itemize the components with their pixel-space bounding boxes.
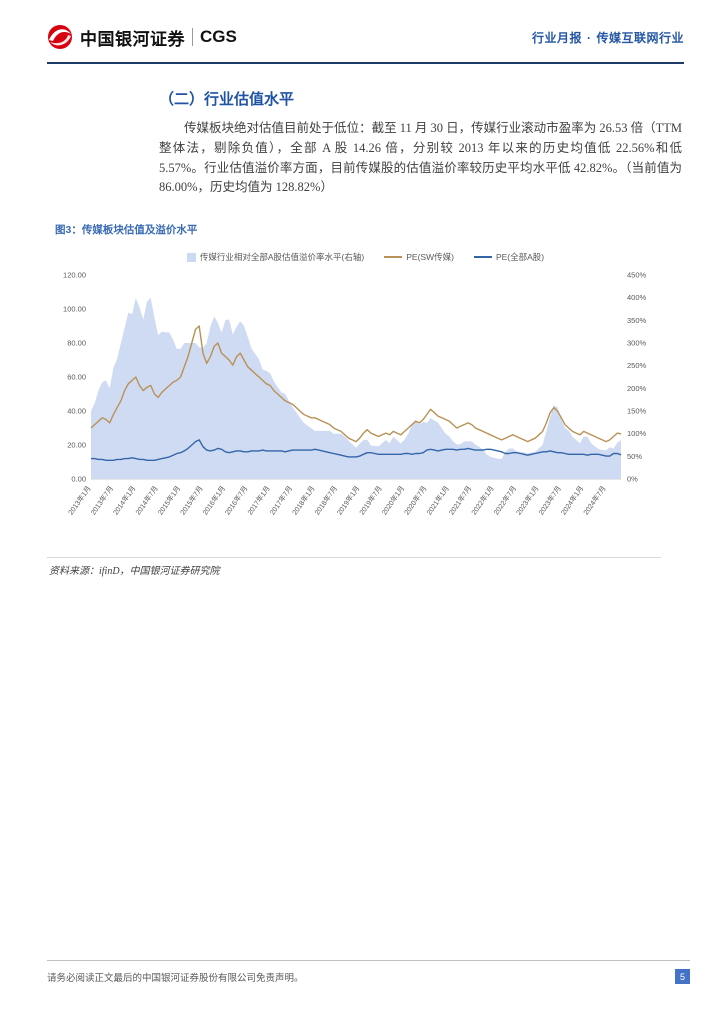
text-block: （二）行业估值水平 传媒板块绝对估值目前处于低位：截至 11 月 30 日，传媒… xyxy=(159,88,682,198)
svg-text:2017年1月: 2017年1月 xyxy=(245,484,272,517)
svg-text:200%: 200% xyxy=(627,384,647,393)
svg-text:2024年1月: 2024年1月 xyxy=(559,484,586,517)
svg-text:50%: 50% xyxy=(627,452,642,461)
svg-text:2023年7月: 2023年7月 xyxy=(536,484,563,517)
svg-text:2018年7月: 2018年7月 xyxy=(312,484,339,517)
svg-text:120.00: 120.00 xyxy=(63,271,86,280)
svg-text:150%: 150% xyxy=(627,407,647,416)
svg-text:0.00: 0.00 xyxy=(71,475,86,484)
svg-text:100%: 100% xyxy=(627,429,647,438)
svg-text:2015年1月: 2015年1月 xyxy=(156,484,183,517)
svg-text:2021年1月: 2021年1月 xyxy=(424,484,451,517)
svg-text:2019年7月: 2019年7月 xyxy=(357,484,384,517)
figure-caption: 图3：传媒板块估值及溢价水平 xyxy=(55,224,198,236)
legend-item-premium: 传媒行业相对全部A股估值溢价率水平(右轴) xyxy=(186,251,365,263)
line-swatch-icon xyxy=(473,256,492,258)
main-content: （二）行业估值水平 传媒板块绝对估值目前处于低位：截至 11 月 30 日，传媒… xyxy=(47,80,684,577)
valuation-chart: 0.00 20.00 40.00 60.00 80.00 100.00 120.00 0% 50… xyxy=(63,271,647,517)
body-paragraph: 传媒板块绝对估值目前处于低位：截至 11 月 30 日，传媒行业滚动市盈率为 2… xyxy=(159,121,682,195)
header-rule xyxy=(47,62,684,64)
svg-text:2019年1月: 2019年1月 xyxy=(335,484,362,517)
svg-text:2023年1月: 2023年1月 xyxy=(514,484,541,517)
svg-text:2018年1月: 2018年1月 xyxy=(290,484,317,517)
legend-label: 传媒行业相对全部A股估值溢价率水平(右轴) xyxy=(199,252,365,262)
page-header: 中国银河证券 CGS 行业月报 · 传媒互联网行业 xyxy=(47,24,684,50)
brand-logo: 中国银河证券 CGS xyxy=(47,24,237,50)
svg-text:2022年7月: 2022年7月 xyxy=(492,484,519,517)
page-number: 5 xyxy=(675,969,690,984)
svg-text:80.00: 80.00 xyxy=(67,339,86,348)
report-category: 行业月报 · 传媒互联网行业 xyxy=(532,29,684,46)
legend-item-pe-all-a: PE(全部A股) xyxy=(473,251,545,263)
svg-text:2014年7月: 2014年7月 xyxy=(133,484,160,517)
legend-label: PE(SW传媒) xyxy=(406,252,454,262)
brand-name-en: CGS xyxy=(200,27,237,46)
disclaimer: 请务必阅读正文最后的中国银河证券股份有限公司免责声明。 xyxy=(47,973,304,984)
svg-text:2016年1月: 2016年1月 xyxy=(200,484,227,517)
svg-text:2016年7月: 2016年7月 xyxy=(223,484,250,517)
section-title: （二）行业估值水平 xyxy=(159,92,295,108)
svg-text:300%: 300% xyxy=(627,339,647,348)
svg-text:0%: 0% xyxy=(627,475,638,484)
svg-text:20.00: 20.00 xyxy=(67,441,86,450)
svg-text:400%: 400% xyxy=(627,293,647,302)
svg-text:2021年7月: 2021年7月 xyxy=(447,484,474,517)
area-swatch-icon xyxy=(186,252,196,262)
page-footer: 请务必阅读正文最后的中国银河证券股份有限公司免责声明。 5 xyxy=(47,960,690,984)
svg-text:2024年7月: 2024年7月 xyxy=(581,484,608,517)
legend-item-pe-media: PE(SW传媒) xyxy=(384,251,454,263)
svg-text:2020年7月: 2020年7月 xyxy=(402,484,429,517)
figure-3: 图3：传媒板块估值及溢价水平 传媒行业相对全部A股估值溢价率水平(右轴) PE(… xyxy=(47,222,684,577)
line-swatch-icon xyxy=(384,256,403,258)
figure-source: 资料来源：ifinD，中国银河证券研究院 xyxy=(47,557,661,577)
legend-label: PE(全部A股) xyxy=(495,252,545,262)
report-industry: 传媒互联网行业 xyxy=(596,30,684,45)
brand-name-cn: 中国银河证券 xyxy=(80,29,185,49)
report-type: 行业月报 xyxy=(531,30,582,45)
svg-text:2020年1月: 2020年1月 xyxy=(380,484,407,517)
svg-text:250%: 250% xyxy=(627,361,647,370)
svg-text:2022年1月: 2022年1月 xyxy=(469,484,496,517)
svg-text:2013年1月: 2013年1月 xyxy=(66,484,93,517)
footer-rule xyxy=(47,960,690,961)
svg-text:40.00: 40.00 xyxy=(67,407,86,416)
svg-text:450%: 450% xyxy=(627,271,647,280)
svg-text:350%: 350% xyxy=(627,316,647,325)
brand-divider xyxy=(192,28,193,46)
svg-text:2014年1月: 2014年1月 xyxy=(111,484,138,517)
svg-text:100.00: 100.00 xyxy=(63,305,86,314)
svg-text:2015年7月: 2015年7月 xyxy=(178,484,205,517)
report-separator: · xyxy=(586,30,592,45)
chart-legend: 传媒行业相对全部A股估值溢价率水平(右轴) PE(SW传媒) PE(全部A股) xyxy=(47,251,684,263)
svg-text:2013年7月: 2013年7月 xyxy=(88,484,115,517)
cgs-logo-icon xyxy=(48,25,72,49)
svg-text:60.00: 60.00 xyxy=(67,373,86,382)
svg-text:2017年7月: 2017年7月 xyxy=(268,484,295,517)
